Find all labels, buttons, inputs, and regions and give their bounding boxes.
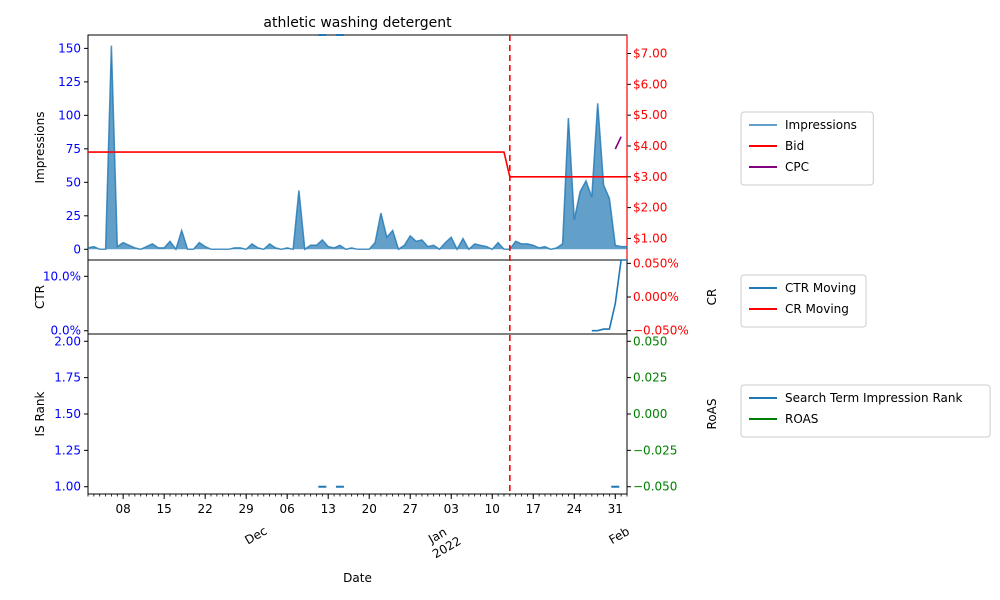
series-area-impressions xyxy=(88,45,627,250)
right-tick-label-bot-0: −0.050 xyxy=(633,480,677,494)
month-label-dec: Dec xyxy=(242,524,269,548)
left-axis-label-top: Impressions xyxy=(33,112,47,184)
right-tick-label-mid-0: −0.050% xyxy=(633,324,689,338)
series-line-cpc xyxy=(614,136,622,150)
x-axis-label: Date xyxy=(343,571,372,585)
chart-title: athletic washing detergent xyxy=(263,15,452,31)
legend-label-roas: ROAS xyxy=(785,412,818,426)
left-tick-label-mid-0: 0.0% xyxy=(51,324,82,338)
x-tick-label-2: 22 xyxy=(198,502,213,516)
left-tick-label-top-5: 125 xyxy=(58,75,81,89)
legend-mid: CTR Moving CR Moving xyxy=(740,274,867,328)
month-label-feb: Feb xyxy=(606,524,631,547)
left-tick-label-top-2: 50 xyxy=(66,175,81,189)
x-tick-label-3: 29 xyxy=(239,502,254,516)
right-tick-label-top-3: $4.00 xyxy=(633,139,667,153)
series-line-ctr-moving xyxy=(591,259,627,332)
right-tick-label-bot-3: 0.025 xyxy=(633,371,667,385)
x-tick-label-1: 15 xyxy=(157,502,172,516)
left-tick-label-top-3: 75 xyxy=(66,142,81,156)
legend-label-search-term-impression-rank: Search Term Impression Rank xyxy=(785,391,962,405)
right-tick-label-top-5: $6.00 xyxy=(633,77,667,91)
right-tick-label-bot-2: 0.000 xyxy=(633,407,667,421)
panel-frame-bot xyxy=(87,333,628,495)
legend-top: Impressions Bid CPC xyxy=(740,111,874,186)
left-tick-label-bot-1: 1.25 xyxy=(54,443,81,457)
x-tick-label-7: 27 xyxy=(403,502,418,516)
left-tick-label-top-0: 0 xyxy=(73,242,81,256)
left-axis-label-mid: CTR xyxy=(33,285,47,309)
panel-frame-mid xyxy=(87,259,628,335)
x-tick-label-0: 08 xyxy=(116,502,131,516)
right-tick-label-bot-4: 0.050 xyxy=(633,334,667,348)
panel-frame-top xyxy=(87,34,628,261)
left-tick-label-top-4: 100 xyxy=(58,108,81,122)
legend-label-cr-moving: CR Moving xyxy=(785,302,849,316)
panel-bot: 1.00 1.25 1.50 1.75 2.00 −0.050 −0.025 0.000 0.0… xyxy=(33,333,719,495)
left-tick-label-bot-0: 1.00 xyxy=(54,480,81,494)
x-tick-label-5: 13 xyxy=(321,502,336,516)
right-tick-label-bot-1: −0.025 xyxy=(633,443,677,457)
right-tick-label-top-2: $3.00 xyxy=(633,170,667,184)
right-tick-label-top-4: $5.00 xyxy=(633,108,667,122)
left-tick-label-top-6: 150 xyxy=(58,41,81,55)
left-tick-label-mid-1: 10.0% xyxy=(43,269,81,283)
x-tick-label-8: 03 xyxy=(444,502,459,516)
legend-label-impressions: Impressions xyxy=(785,118,857,132)
x-tick-label-6: 20 xyxy=(362,502,377,516)
left-axis-label-bot: IS Rank xyxy=(33,391,47,436)
legend-label-ctr-moving: CTR Moving xyxy=(785,281,856,295)
series-line-impressions xyxy=(87,45,627,251)
legend-box-bot xyxy=(740,384,991,438)
left-tick-label-bot-2: 1.50 xyxy=(54,407,81,421)
x-tick-label-12: 31 xyxy=(608,502,623,516)
legend-label-bid: Bid xyxy=(785,139,804,153)
right-tick-label-top-6: $7.00 xyxy=(633,46,667,60)
right-tick-label-top-1: $2.00 xyxy=(633,201,667,215)
right-axis-label-mid: CR xyxy=(705,289,719,306)
left-tick-label-top-1: 25 xyxy=(66,209,81,223)
right-tick-label-top-0: $1.00 xyxy=(633,231,667,245)
left-tick-label-bot-4: 2.00 xyxy=(54,334,81,348)
left-tick-label-bot-3: 1.75 xyxy=(54,371,81,385)
right-tick-label-mid-2: 0.050% xyxy=(633,256,679,270)
x-tick-label-4: 06 xyxy=(280,502,295,516)
legend-bot: Search Term Impression Rank ROAS xyxy=(740,384,991,438)
x-tick-label-9: 10 xyxy=(485,502,500,516)
x-tick-label-11: 24 xyxy=(567,502,582,516)
series-line-bid xyxy=(88,151,627,178)
x-tick-label-10: 17 xyxy=(526,502,541,516)
right-axis-label-bot: RoAS xyxy=(705,399,719,430)
panel-top: 0 25 50 75 100 125 150 $1.00 $2.00 $3.00 $4.00 $5.0… xyxy=(33,34,667,261)
right-tick-label-mid-1: 0.000% xyxy=(633,290,679,304)
legend-label-cpc: CPC xyxy=(785,160,809,174)
panel-mid: 0.0% 10.0% −0.050% 0.000% 0.050% CTR CR xyxy=(33,256,719,337)
